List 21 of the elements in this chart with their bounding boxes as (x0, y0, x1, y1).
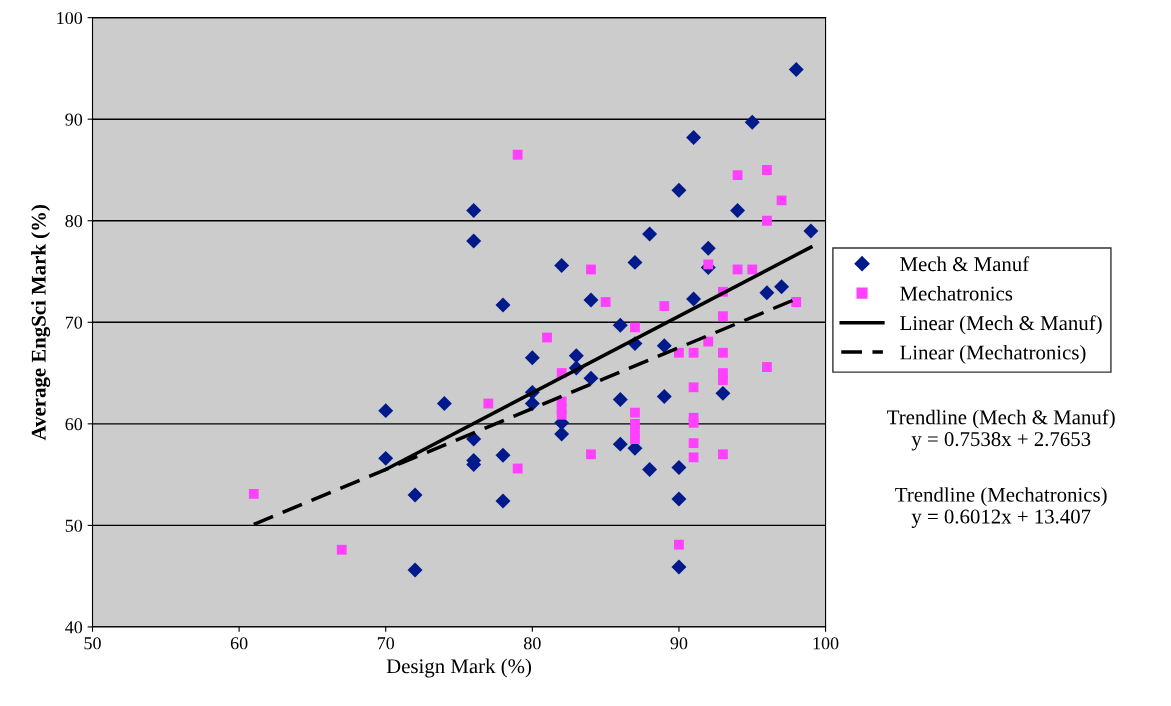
legend-label: Linear (Mech & Manuf) (900, 315, 1102, 335)
x-tick-label: 70 (377, 637, 395, 650)
legend-label: Mechatronics (900, 285, 1013, 301)
y-tick-label: 60 (65, 418, 83, 431)
y-tick-label: 100 (57, 11, 83, 25)
legend-label: Linear (Mechatronics) (900, 344, 1086, 364)
x-tick-label: 100 (813, 637, 839, 650)
x-tick-label: 90 (670, 637, 688, 650)
y-tick-label: 70 (65, 316, 83, 329)
x-tick-label: 50 (84, 637, 101, 650)
x-tick-label: 60 (230, 637, 248, 650)
x-tick-label: 80 (524, 637, 541, 650)
text: Trendline (Mechatronics) y = 0.6012x + 13.407 (895, 487, 1107, 528)
text: Trendline (Mech & Manuf) y = 0.7538x + 2.7653 (887, 409, 1115, 451)
y-tick-label: 50 (65, 519, 83, 532)
y-tick-label: 90 (65, 113, 83, 126)
y-tick-label: 80 (65, 215, 83, 228)
y-axis-title: Average EngSci Mark (%) (31, 205, 51, 441)
x-axis-title: Design Mark (%) (386, 658, 532, 678)
legend-label: Mech & Manuf (900, 256, 1030, 272)
y-tick-label: 40 (65, 621, 83, 634)
